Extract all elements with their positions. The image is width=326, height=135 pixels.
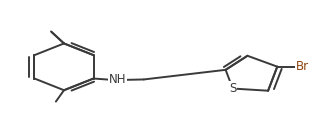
Text: S: S (229, 82, 236, 95)
Text: Br: Br (296, 60, 309, 73)
Text: NH: NH (109, 73, 126, 86)
